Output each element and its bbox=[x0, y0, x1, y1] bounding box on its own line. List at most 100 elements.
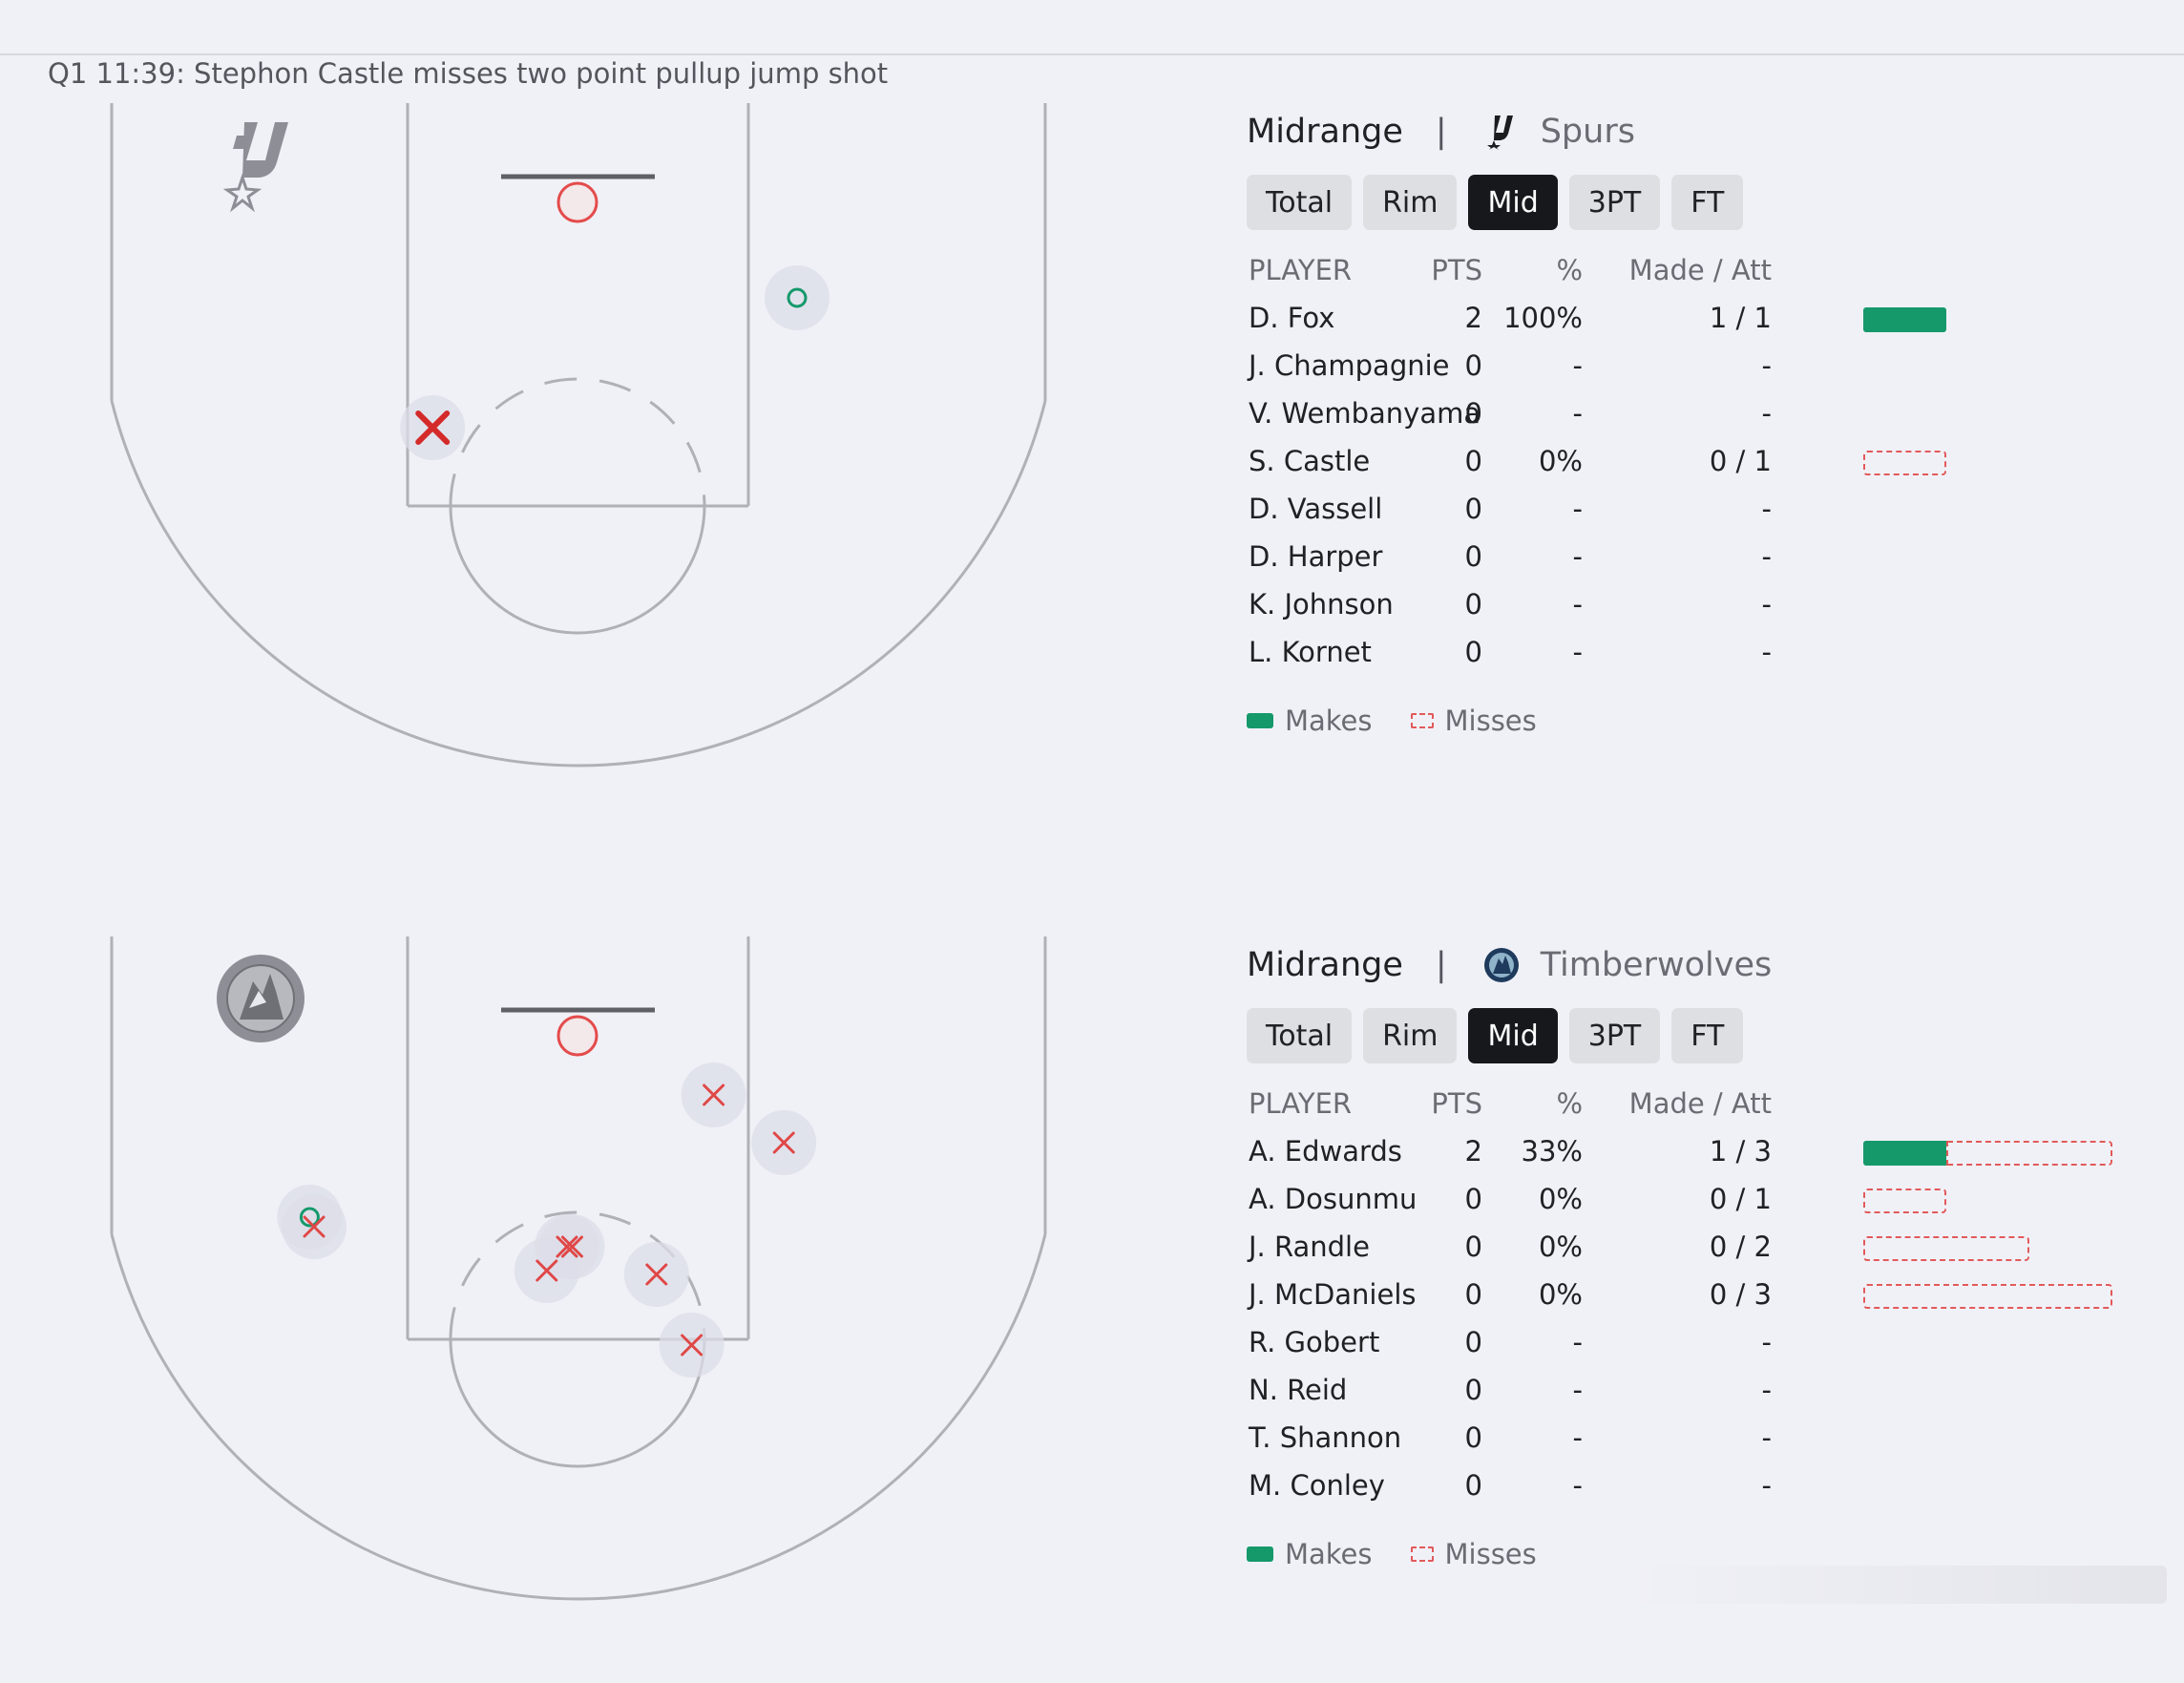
player-pts: 0 bbox=[1464, 1231, 1482, 1263]
player-name: J. McDaniels bbox=[1249, 1278, 1417, 1311]
player-pts: 0 bbox=[1464, 1374, 1482, 1406]
table-row[interactable]: L. Kornet 0 - - bbox=[1247, 628, 2182, 676]
rim bbox=[556, 1015, 598, 1057]
tab-mid[interactable]: Mid bbox=[1468, 1008, 1558, 1063]
tab-mid[interactable]: Mid bbox=[1468, 175, 1558, 230]
shot-chart-spurs bbox=[0, 86, 1145, 850]
makes-swatch bbox=[1247, 1546, 1273, 1562]
legend-makes: Makes bbox=[1285, 1538, 1373, 1570]
player-made-att: - bbox=[1761, 540, 1772, 573]
player-pct: - bbox=[1572, 1326, 1583, 1358]
header-pts: PTS bbox=[1431, 254, 1482, 286]
overlay-bar bbox=[1623, 1566, 2167, 1604]
team-name: Spurs bbox=[1540, 113, 1635, 151]
shot-type-title: Midrange bbox=[1247, 113, 1403, 151]
header-made-att: Made / Att bbox=[1628, 254, 1772, 286]
player-made-att: - bbox=[1761, 1326, 1772, 1358]
table-row[interactable]: A. Edwards 2 33% 1 / 3 bbox=[1247, 1127, 2182, 1175]
shot-miss-marker[interactable] bbox=[645, 1263, 668, 1286]
shot-make-marker[interactable] bbox=[299, 1207, 320, 1228]
player-pct: - bbox=[1572, 540, 1583, 573]
misses-swatch bbox=[1410, 1546, 1434, 1562]
player-pct: 0% bbox=[1538, 445, 1583, 477]
shot-miss-marker[interactable] bbox=[303, 1215, 326, 1238]
player-pts: 2 bbox=[1464, 302, 1482, 334]
player-name: K. Johnson bbox=[1249, 588, 1394, 621]
header-pct: % bbox=[1556, 1087, 1583, 1120]
player-pts: 0 bbox=[1464, 445, 1482, 477]
made-att-bar bbox=[1863, 307, 1946, 332]
misses-segment bbox=[1863, 1284, 2112, 1309]
shot-miss-marker[interactable] bbox=[536, 1259, 558, 1282]
player-pct: - bbox=[1572, 1469, 1583, 1502]
player-pts: 0 bbox=[1464, 397, 1482, 430]
tab-3pt[interactable]: 3PT bbox=[1568, 1008, 1661, 1063]
tab-total[interactable]: Total bbox=[1247, 175, 1353, 230]
player-pct: - bbox=[1572, 493, 1583, 525]
table-row[interactable]: M. Conley 0 - - bbox=[1247, 1462, 2182, 1509]
legend-makes: Makes bbox=[1285, 705, 1373, 737]
table-row[interactable]: N. Reid 0 - - bbox=[1247, 1366, 2182, 1414]
shot-miss-marker[interactable] bbox=[560, 1235, 583, 1258]
header-made-att: Made / Att bbox=[1628, 1087, 1772, 1120]
table-row[interactable]: J. McDaniels 0 0% 0 / 3 bbox=[1247, 1271, 2182, 1318]
table-row[interactable]: S. Castle 0 0% 0 / 1 bbox=[1247, 437, 2182, 485]
table-row[interactable]: V. Wembanyama 0 - - bbox=[1247, 389, 2182, 437]
table-header: PLAYER PTS % Made / Att bbox=[1247, 1080, 2182, 1127]
table-row[interactable]: D. Fox 2 100% 1 / 1 bbox=[1247, 294, 2182, 342]
player-made-att: - bbox=[1761, 397, 1772, 430]
player-name: D. Vassell bbox=[1249, 493, 1383, 525]
shot-miss-marker[interactable] bbox=[703, 1083, 725, 1106]
tab-rim[interactable]: Rim bbox=[1363, 1008, 1458, 1063]
half-court bbox=[110, 103, 1047, 768]
timberwolves-logo-icon bbox=[1483, 948, 1519, 982]
player-stats-table: PLAYER PTS % Made / Att A. Edwards 2 33% 1 … bbox=[1247, 1080, 2182, 1509]
player-pts: 0 bbox=[1464, 1326, 1482, 1358]
table-row[interactable]: D. Vassell 0 - - bbox=[1247, 485, 2182, 533]
table-row[interactable]: D. Harper 0 - - bbox=[1247, 533, 2182, 580]
player-pts: 0 bbox=[1464, 1183, 1482, 1215]
player-pct: - bbox=[1572, 1374, 1583, 1406]
header-pct: % bbox=[1556, 254, 1583, 286]
tab-3pt[interactable]: 3PT bbox=[1568, 175, 1661, 230]
makes-segment bbox=[1863, 307, 1946, 332]
play-by-play-text: Q1 11:39: Stephon Castle misses two poin… bbox=[48, 57, 889, 90]
tab-ft[interactable]: FT bbox=[1671, 1008, 1744, 1063]
table-row[interactable]: R. Gobert 0 - - bbox=[1247, 1318, 2182, 1366]
tab-total[interactable]: Total bbox=[1247, 1008, 1353, 1063]
table-row[interactable]: J. Randle 0 0% 0 / 2 bbox=[1247, 1223, 2182, 1271]
player-pct: - bbox=[1572, 349, 1583, 382]
shot-miss-marker[interactable] bbox=[681, 1334, 704, 1357]
table-row[interactable]: K. Johnson 0 - - bbox=[1247, 580, 2182, 628]
player-pct: 100% bbox=[1503, 302, 1583, 334]
tab-rim[interactable]: Rim bbox=[1363, 175, 1458, 230]
panel-title: Midrange | Spurs bbox=[1247, 103, 1635, 160]
player-name: N. Reid bbox=[1249, 1374, 1348, 1406]
made-att-bar bbox=[1863, 451, 1946, 475]
misses-segment bbox=[1863, 1189, 1946, 1213]
chart-legend: Makes Misses bbox=[1247, 705, 1537, 737]
misses-segment bbox=[1863, 451, 1946, 475]
player-name: M. Conley bbox=[1249, 1469, 1385, 1502]
player-made-att: - bbox=[1761, 1421, 1772, 1454]
legend-misses: Misses bbox=[1444, 1538, 1537, 1570]
player-pct: - bbox=[1572, 1421, 1583, 1454]
shot-density-halo bbox=[765, 265, 830, 330]
title-separator: | bbox=[1435, 113, 1447, 151]
shot-miss-marker[interactable] bbox=[556, 1235, 578, 1258]
player-pct: 0% bbox=[1538, 1183, 1583, 1215]
made-att-bar bbox=[1863, 1236, 2029, 1261]
tab-ft[interactable]: FT bbox=[1671, 175, 1744, 230]
table-row[interactable]: A. Dosunmu 0 0% 0 / 1 bbox=[1247, 1175, 2182, 1223]
shot-chart-timberwolves bbox=[0, 919, 1145, 1683]
shot-miss-marker[interactable] bbox=[772, 1131, 795, 1154]
player-pts: 0 bbox=[1464, 1421, 1482, 1454]
made-att-bar bbox=[1863, 1189, 1946, 1213]
player-pts: 2 bbox=[1464, 1135, 1482, 1168]
shot-make-marker[interactable] bbox=[787, 287, 808, 308]
player-name: T. Shannon bbox=[1249, 1421, 1402, 1454]
makes-swatch bbox=[1247, 713, 1273, 728]
table-row[interactable]: T. Shannon 0 - - bbox=[1247, 1414, 2182, 1462]
table-row[interactable]: J. Champagnie 0 - - bbox=[1247, 342, 2182, 389]
shot-miss-marker-highlighted[interactable] bbox=[415, 410, 451, 445]
